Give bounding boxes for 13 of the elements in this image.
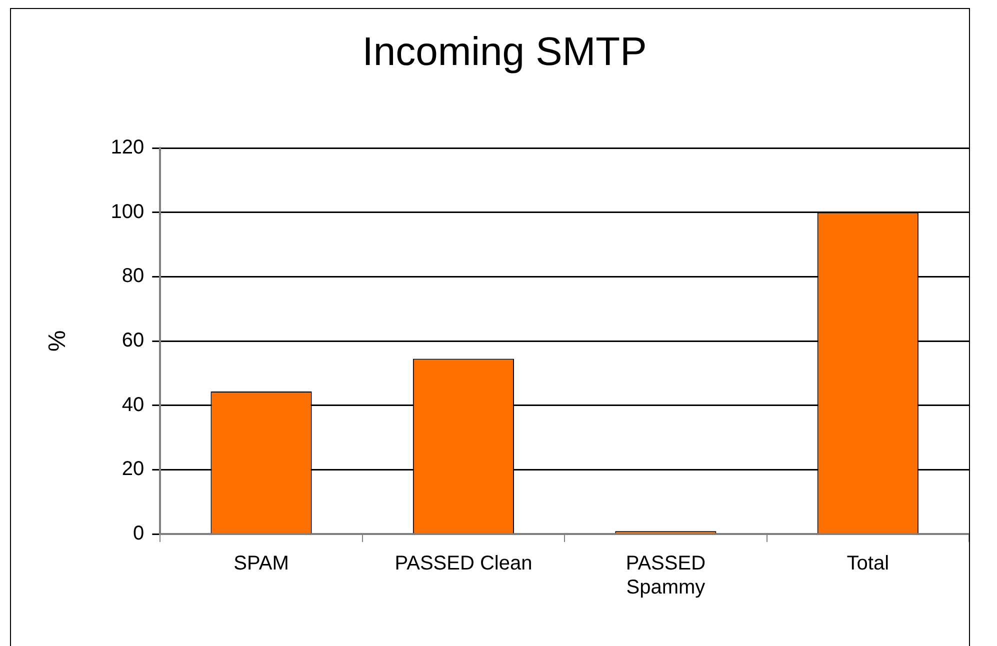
y-tick-label: 100 xyxy=(110,200,144,223)
y-tick-label: 80 xyxy=(122,265,144,288)
x-tick-label: PASSED Spammy xyxy=(626,552,706,599)
y-tick-label: 120 xyxy=(110,136,144,159)
y-tick-label: 40 xyxy=(122,394,144,416)
chart-title: Incoming SMTP xyxy=(362,30,647,74)
y-tick-label: 0 xyxy=(133,522,144,545)
x-tick-label: PASSED Clean xyxy=(394,552,532,575)
x-tick-label: SPAM xyxy=(234,552,289,575)
y-axis-title: % xyxy=(44,330,72,352)
x-tick-label: Total xyxy=(846,552,890,575)
y-tick-label: 60 xyxy=(122,330,144,352)
y-tick-label: 20 xyxy=(122,458,144,480)
